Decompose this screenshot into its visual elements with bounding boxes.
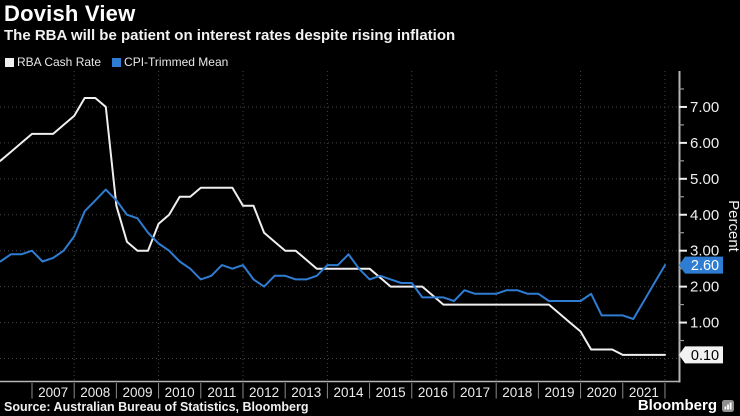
series-line-cpi-trimmed-mean bbox=[0, 188, 666, 320]
legend-label-cpi: CPI-Trimmed Mean bbox=[124, 55, 229, 69]
bloomberg-wordmark: Bloomberg bbox=[637, 397, 717, 414]
x-year-label: 2009 bbox=[122, 385, 152, 400]
end-value-badge bbox=[679, 256, 723, 274]
legend-item-cpi-trimmed-mean: CPI-Trimmed Mean bbox=[112, 55, 228, 69]
y-tick-label: 3.00 bbox=[690, 243, 719, 260]
chart-subtitle: The RBA will be patient on interest rate… bbox=[4, 27, 456, 44]
legend-label-rba: RBA Cash Rate bbox=[17, 55, 102, 69]
series-line-rba-cash-rate bbox=[0, 97, 666, 356]
y-tick-label: 5.00 bbox=[690, 171, 719, 188]
y-tick-label: 1.00 bbox=[690, 315, 719, 332]
legend-item-rba-cash-rate: RBA Cash Rate bbox=[5, 55, 101, 69]
x-year-label: 2011 bbox=[207, 385, 236, 400]
x-year-label: 2010 bbox=[165, 385, 195, 400]
x-year-label: 2018 bbox=[502, 385, 532, 400]
y-tick-label: 7.00 bbox=[690, 99, 719, 116]
x-year-label: 2014 bbox=[333, 385, 364, 400]
x-year-label: 2012 bbox=[249, 385, 279, 400]
legend: RBA Cash Rate CPI-Trimmed Mean bbox=[5, 55, 228, 69]
x-year-label: 2017 bbox=[460, 385, 490, 400]
x-year-label: 2020 bbox=[587, 385, 617, 400]
y-tick-label: 2.00 bbox=[690, 279, 719, 296]
rba-series-swatch-icon bbox=[5, 57, 14, 67]
cpi-series-swatch-icon bbox=[112, 57, 122, 67]
end-value-label: 0.10 bbox=[691, 348, 719, 364]
y-tick-label: 4.00 bbox=[690, 207, 719, 224]
bloomberg-logo: Bloomberg bbox=[638, 397, 734, 414]
page-title: Dovish View bbox=[4, 1, 136, 26]
x-year-label: 2008 bbox=[80, 385, 110, 400]
source-text: Source: Australian Bureau of Statistics,… bbox=[4, 400, 309, 414]
y-axis-title: Percent bbox=[725, 200, 740, 253]
end-value-label: 2.60 bbox=[691, 258, 719, 274]
bloomberg-chart-icon bbox=[722, 399, 734, 412]
x-year-label: 2016 bbox=[418, 385, 448, 400]
end-value-badge bbox=[679, 346, 723, 364]
x-year-label: 2015 bbox=[376, 385, 406, 400]
y-tick-label: 6.00 bbox=[690, 135, 719, 152]
x-year-label: 2021 bbox=[629, 385, 659, 400]
x-year-label: 2007 bbox=[38, 385, 68, 400]
x-year-label: 2013 bbox=[291, 385, 321, 400]
x-year-label: 2019 bbox=[544, 385, 574, 400]
